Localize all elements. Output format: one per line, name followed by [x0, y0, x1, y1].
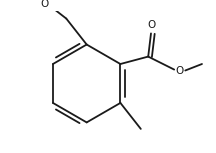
Text: O: O	[41, 0, 49, 9]
Text: O: O	[148, 20, 156, 30]
Text: O: O	[176, 66, 184, 76]
